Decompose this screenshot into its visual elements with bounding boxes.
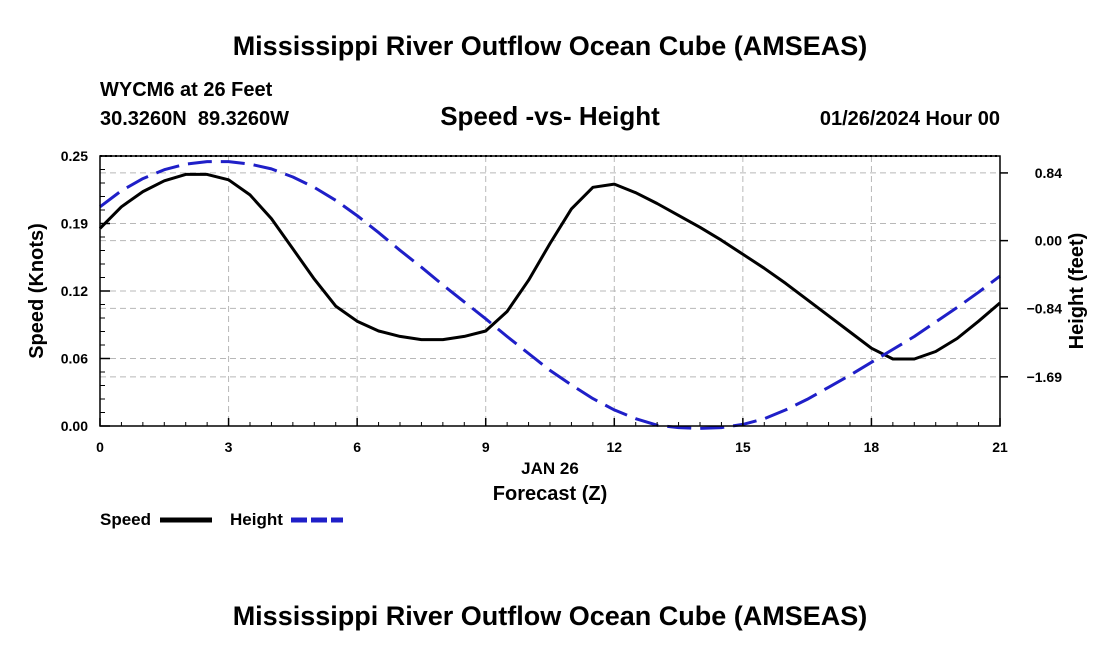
axes-layer: 0 3 6 9 12 15 18 21 0.00 0.06 0.12 0.19 0.25 0.84 0.00… xyxy=(61,148,1062,455)
legend-label-speed: Speed xyxy=(100,510,151,529)
x-tick-label: 3 xyxy=(225,439,233,455)
legend: Speed Height xyxy=(100,510,343,529)
y2-tick-label: −1.69 xyxy=(1027,369,1063,385)
chart-subtitle: Speed -vs- Height xyxy=(440,101,660,131)
y-tick-label: 0.19 xyxy=(61,216,88,232)
x-tick-label: 12 xyxy=(606,439,622,455)
y2-tick-label: 0.84 xyxy=(1035,165,1062,181)
series-layer xyxy=(98,160,1001,430)
y2-tick-label: 0.00 xyxy=(1035,233,1062,249)
series-line-height xyxy=(99,160,1001,430)
legend-label-height: Height xyxy=(230,510,283,529)
forecast-datetime: 01/26/2024 Hour 00 xyxy=(820,108,1000,130)
y2-axis-title: Height (feet) xyxy=(1066,233,1088,350)
main-title: Mississippi River Outflow Ocean Cube (AM… xyxy=(233,31,868,61)
x-tick-label: 18 xyxy=(864,439,880,455)
x-tick-label: 15 xyxy=(735,439,751,455)
x-tick-label: 9 xyxy=(482,439,490,455)
y-tick-label: 0.12 xyxy=(61,283,88,299)
y2-tick-label: −0.84 xyxy=(1027,300,1063,316)
station-label: WYCM6 at 26 Feet xyxy=(100,79,273,101)
x-tick-label: 0 xyxy=(96,439,104,455)
y-tick-label: 0.00 xyxy=(61,418,88,434)
y-tick-label: 0.06 xyxy=(61,351,88,367)
coordinates-label: 30.3260N 89.3260W xyxy=(100,108,289,130)
x-tick-label: 6 xyxy=(353,439,361,455)
series-line-speed xyxy=(98,172,1001,361)
x-axis-title: Forecast (Z) xyxy=(493,483,607,505)
x-axis-date-label: JAN 26 xyxy=(521,459,579,478)
y-axis-title: Speed (Knots) xyxy=(26,223,48,359)
footer-title: Mississippi River Outflow Ocean Cube (AM… xyxy=(233,601,868,631)
grid-lines xyxy=(100,156,1000,426)
y-tick-label: 0.25 xyxy=(61,148,88,164)
x-tick-label: 21 xyxy=(992,439,1008,455)
